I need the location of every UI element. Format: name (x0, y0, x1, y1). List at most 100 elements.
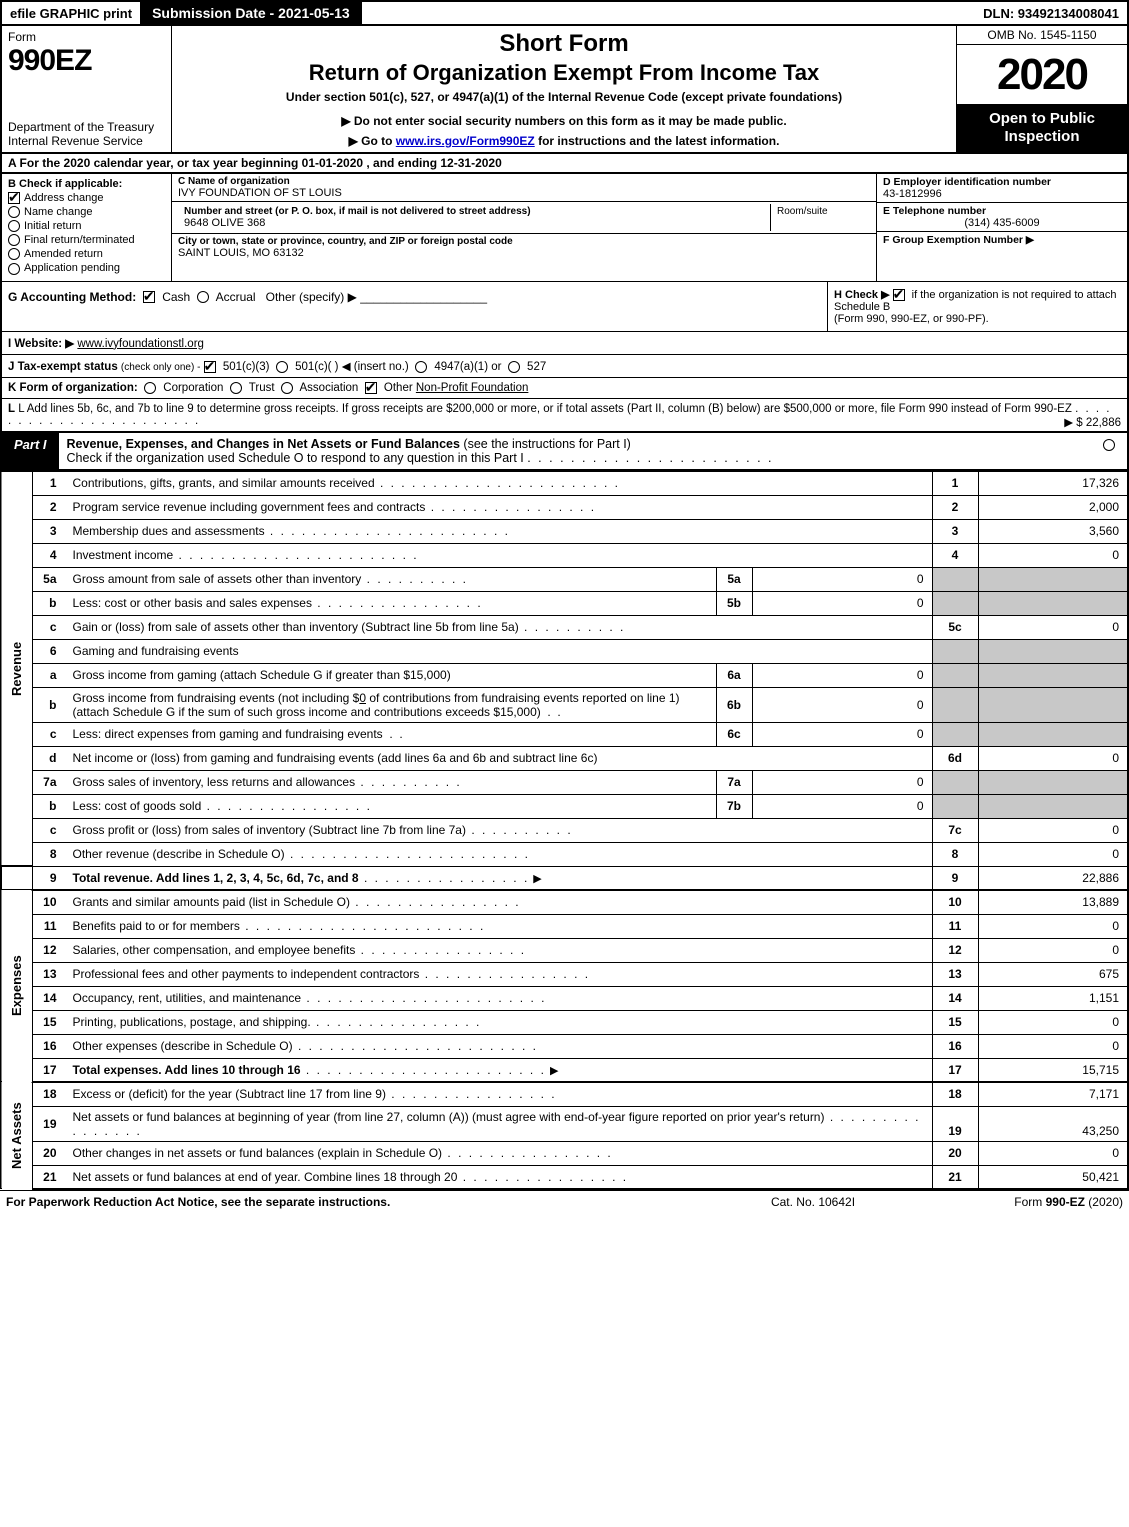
j-501c3: 501(c)(3) (223, 361, 270, 373)
radio-icon[interactable] (230, 382, 242, 394)
page-footer: For Paperwork Reduction Act Notice, see … (0, 1190, 1129, 1213)
row-17: 17 Total expenses. Add lines 10 through … (1, 1058, 1128, 1082)
chk-address-change[interactable]: Address change (8, 192, 165, 204)
j-527: 527 (527, 361, 546, 373)
radio-icon (8, 263, 20, 275)
checkbox-icon[interactable] (204, 361, 216, 373)
row-7c: c Gross profit or (loss) from sales of i… (1, 818, 1128, 842)
j-insert: ◀ (insert no.) (342, 361, 409, 373)
j-label: J Tax-exempt status (8, 361, 118, 373)
h-sub: (Form 990, 990-EZ, or 990-PF). (834, 313, 989, 325)
submission-date: Submission Date - 2021-05-13 (140, 2, 362, 24)
row-4: 4 Investment income 4 0 (1, 543, 1128, 567)
radio-icon (8, 234, 20, 246)
col-b-heading: B Check if applicable: (8, 178, 165, 190)
radio-icon[interactable] (197, 291, 209, 303)
g-accrual: Accrual (216, 290, 256, 304)
g-cash: Cash (162, 290, 190, 304)
row-6: 6 Gaming and fundraising events (1, 639, 1128, 663)
line-desc: Contributions, gifts, grants, and simila… (67, 471, 933, 495)
info-grid: B Check if applicable: Address change Na… (0, 174, 1129, 281)
top-bar: efile GRAPHIC print Submission Date - 20… (0, 0, 1129, 26)
j-4947: 4947(a)(1) or (434, 361, 501, 373)
row-11: 11 Benefits paid to or for members 11 0 (1, 914, 1128, 938)
g-label: G Accounting Method: (8, 290, 136, 304)
k-trust: Trust (249, 382, 275, 394)
row-18: Net Assets 18 Excess or (deficit) for th… (1, 1082, 1128, 1106)
phone-label: E Telephone number (883, 205, 1121, 217)
chk-amended-return[interactable]: Amended return (8, 248, 165, 260)
row-g-h: G Accounting Method: Cash Accrual Other … (0, 281, 1129, 331)
l-text: L Add lines 5b, 6c, and 7b to line 9 to … (18, 403, 1072, 415)
row-5b: b Less: cost or other basis and sales ex… (1, 591, 1128, 615)
omb-number: OMB No. 1545-1150 (957, 26, 1127, 45)
netassets-section-label: Net Assets (1, 1082, 33, 1189)
radio-icon[interactable] (276, 361, 288, 373)
g-other: Other (specify) ▶ (266, 290, 357, 304)
h-label: H Check ▶ (834, 289, 890, 301)
phone-value: (314) 435-6009 (883, 217, 1121, 229)
chk-initial-return[interactable]: Initial return (8, 220, 165, 232)
row-16: 16 Other expenses (describe in Schedule … (1, 1034, 1128, 1058)
row-20: 20 Other changes in net assets or fund b… (1, 1141, 1128, 1165)
return-title: Return of Organization Exempt From Incom… (178, 60, 950, 86)
row-3: 3 Membership dues and assessments 3 3,56… (1, 519, 1128, 543)
dept-treasury: Department of the Treasury (8, 120, 154, 134)
k-assoc: Association (300, 382, 359, 394)
chk-final-return[interactable]: Final return/terminated (8, 234, 165, 246)
address-block: Number and street (or P. O. box, if mail… (172, 202, 876, 234)
radio-icon[interactable] (281, 382, 293, 394)
row-6d: d Net income or (loss) from gaming and f… (1, 746, 1128, 770)
row-2: 2 Program service revenue including gove… (1, 495, 1128, 519)
part-i-checkbox[interactable] (1067, 433, 1127, 469)
chk-name-change[interactable]: Name change (8, 206, 165, 218)
org-name-value: IVY FOUNDATION OF ST LOUIS (178, 187, 870, 199)
radio-icon (8, 248, 20, 260)
l-amount: ▶ $ 22,886 (1064, 415, 1121, 429)
checkbox-icon[interactable] (893, 289, 905, 301)
line-h-schedule-b: H Check ▶ if the organization is not req… (827, 282, 1127, 331)
revenue-section-label: Revenue (1, 471, 33, 866)
row-15: 15 Printing, publications, postage, and … (1, 1010, 1128, 1034)
radio-icon[interactable] (415, 361, 427, 373)
form-number: 990EZ (8, 44, 91, 77)
k-corp: Corporation (163, 382, 223, 394)
line-l-gross-receipts: L L Add lines 5b, 6c, and 7b to line 9 t… (0, 398, 1129, 433)
phone-block: E Telephone number (314) 435-6009 (877, 203, 1127, 232)
part-i-check: Check if the organization used Schedule … (67, 451, 1059, 465)
chk-application-pending[interactable]: Application pending (8, 262, 165, 274)
expenses-section-label: Expenses (1, 890, 33, 1082)
line-num: 1 (33, 471, 67, 495)
checkbox-icon (8, 192, 20, 204)
radio-icon[interactable] (508, 361, 520, 373)
room-suite: Room/suite (770, 204, 870, 231)
dln-label: DLN: 93492134008041 (975, 6, 1127, 21)
ein-label: D Employer identification number (883, 176, 1121, 188)
radio-icon (8, 220, 20, 232)
city-block: City or town, state or province, country… (172, 234, 876, 261)
donot-ssn: ▶ Do not enter social security numbers o… (178, 114, 950, 128)
street-label: Number and street (or P. O. box, if mail… (184, 206, 764, 217)
k-other: Other (384, 382, 413, 394)
ein-block: D Employer identification number 43-1812… (877, 174, 1127, 203)
part-i-label: Part I (2, 433, 59, 469)
org-name-block: C Name of organization IVY FOUNDATION OF… (172, 174, 876, 202)
row-21: 21 Net assets or fund balances at end of… (1, 1165, 1128, 1189)
radio-icon (8, 206, 20, 218)
row-12: 12 Salaries, other compensation, and emp… (1, 938, 1128, 962)
efile-label: efile GRAPHIC print (2, 6, 140, 21)
group-exemption-label: F Group Exemption Number ▶ (883, 234, 1121, 246)
org-name-label: C Name of organization (178, 176, 870, 187)
checkbox-icon[interactable] (365, 382, 377, 394)
radio-icon[interactable] (144, 382, 156, 394)
goto-link[interactable]: www.irs.gov/Form990EZ (396, 134, 535, 148)
row-6c: c Less: direct expenses from gaming and … (1, 722, 1128, 746)
group-exemption-block: F Group Exemption Number ▶ (877, 232, 1127, 281)
dots-leader (527, 451, 773, 465)
row-8: 8 Other revenue (describe in Schedule O)… (1, 842, 1128, 866)
footer-right: Form 990-EZ (2020) (923, 1195, 1123, 1209)
checkbox-icon[interactable] (143, 291, 155, 303)
footer-left: For Paperwork Reduction Act Notice, see … (6, 1195, 703, 1209)
row-14: 14 Occupancy, rent, utilities, and maint… (1, 986, 1128, 1010)
form-header: Form 990EZ Department of the Treasury In… (0, 26, 1129, 154)
